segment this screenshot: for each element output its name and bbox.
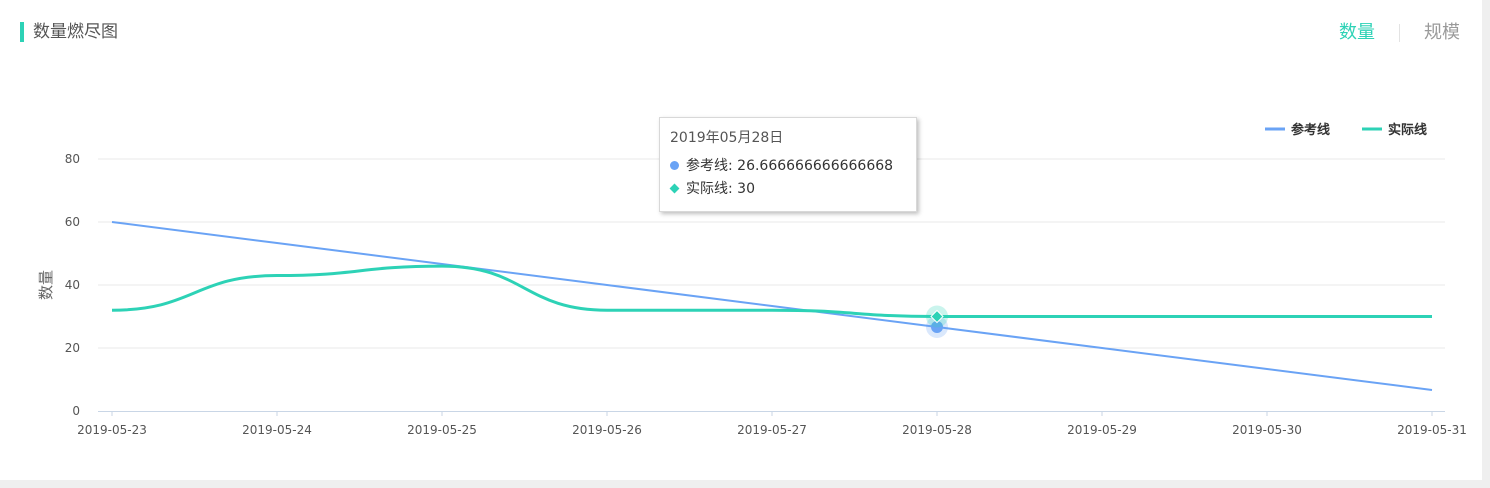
- y-axis-label: 数量: [37, 270, 55, 300]
- tab-divider: [1399, 24, 1400, 42]
- legend-label-1: 参考线: [1291, 122, 1330, 138]
- x-tick-label: 2019-05-29: [1067, 423, 1137, 437]
- tab-scale[interactable]: 规模: [1424, 22, 1460, 43]
- tooltip-circle-icon: [670, 161, 679, 170]
- tab-quantity[interactable]: 数量: [1339, 22, 1375, 43]
- y-tick-label: 60: [65, 215, 80, 229]
- tooltip-reference-text: 参考线: 26.666666666666668: [686, 157, 894, 174]
- y-tick-label: 20: [65, 341, 80, 355]
- y-tick-label: 40: [65, 278, 80, 292]
- x-tick-label: 2019-05-30: [1232, 423, 1302, 437]
- tooltip-row-reference: 参考线: 26.666666666666668: [670, 154, 916, 177]
- series-line-2: [111, 264, 1432, 319]
- x-tick-label: 2019-05-26: [572, 423, 642, 437]
- series-line-1: [111, 221, 1433, 391]
- x-tick-label: 2019-05-28: [902, 423, 972, 437]
- burndown-card: 数量燃尽图 数量 规模 0 20 40 60 80 2019-05-23 2019-05-2…: [0, 0, 1482, 480]
- burndown-chart[interactable]: 0 20 40 60 80 2019-05-23 2019-05-24 2019-05-25 2…: [0, 0, 1482, 480]
- highlight-point-actual: [930, 309, 944, 324]
- tooltip-row-actual: 实际线: 30: [669, 177, 916, 200]
- tooltip-diamond-icon: [669, 183, 680, 194]
- chart-tooltip: 2019年05月28日 参考线: 26.666666666666668 实际线:…: [659, 117, 917, 212]
- x-tick-label: 2019-05-31: [1397, 423, 1467, 437]
- highlight-point-reference: [931, 321, 943, 333]
- tooltip-actual-text: 实际线: 30: [686, 180, 755, 197]
- y-tick-label: 80: [65, 152, 80, 166]
- x-tick-label: 2019-05-25: [407, 423, 477, 437]
- x-tick-label: 2019-05-27: [737, 423, 807, 437]
- page-title: 数量燃尽图: [33, 22, 118, 42]
- x-tick-label: 2019-05-23: [77, 423, 147, 437]
- x-tick-label: 2019-05-24: [242, 423, 312, 437]
- title-accent-bar: [20, 22, 24, 42]
- metric-tabs: 数量 规模: [1339, 20, 1460, 46]
- legend-label-2: 实际线: [1388, 122, 1427, 138]
- y-tick-label: 0: [72, 404, 80, 418]
- tooltip-date: 2019年05月28日: [670, 130, 784, 146]
